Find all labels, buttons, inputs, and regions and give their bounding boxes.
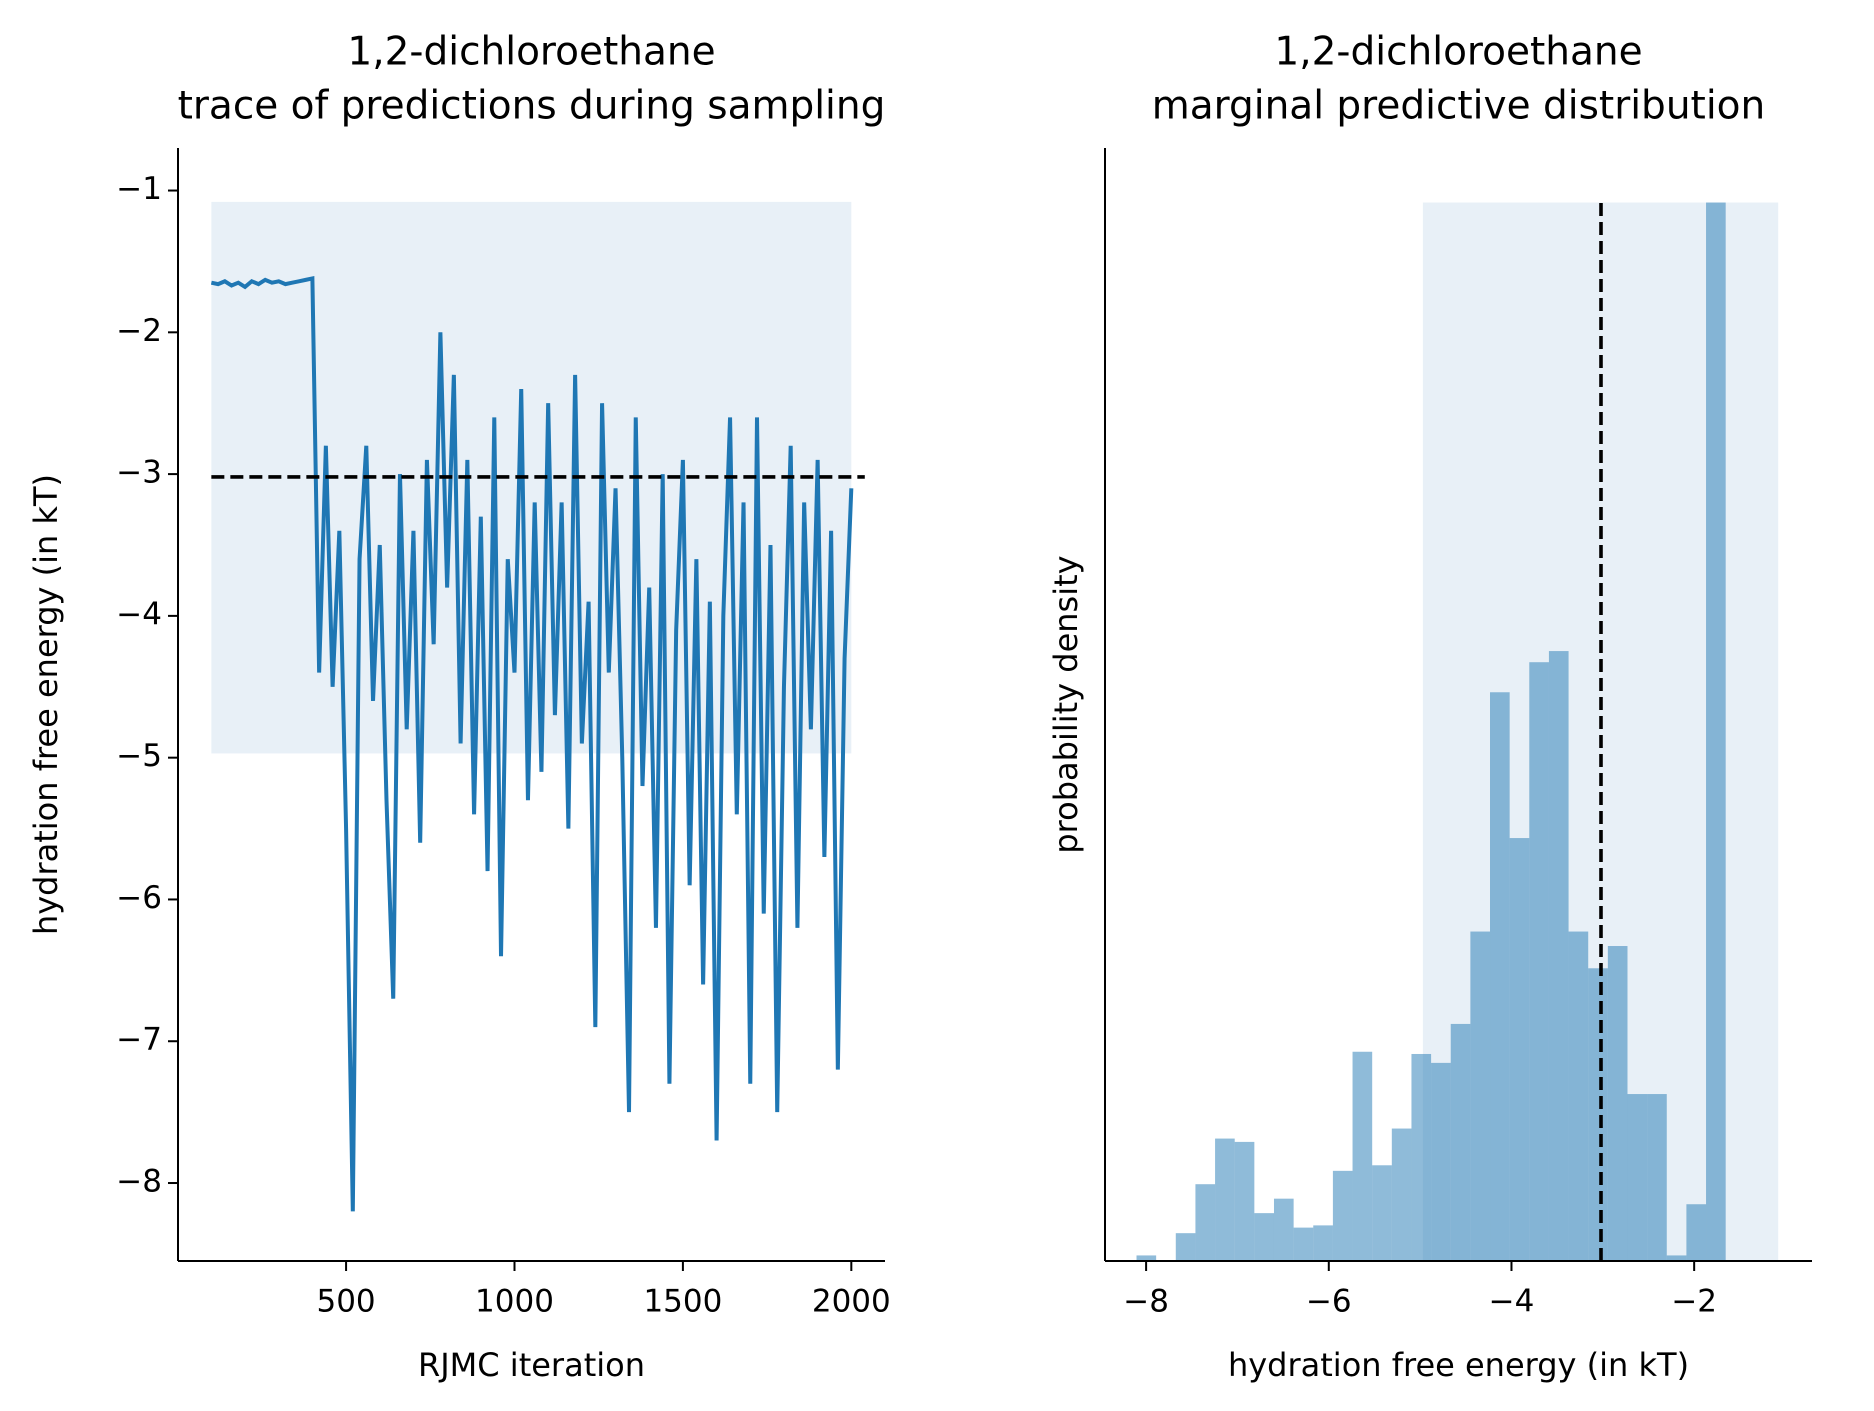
- histogram-bar: [1647, 1094, 1667, 1261]
- histogram-bar: [1352, 1051, 1373, 1261]
- y-tick-label: −4: [116, 596, 162, 632]
- y-tick-label: −8: [116, 1164, 162, 1200]
- histogram-bar: [1195, 1184, 1216, 1261]
- x-tick-label: −6: [1306, 1284, 1352, 1320]
- histogram-bar: [1706, 202, 1726, 1262]
- histogram-bar: [1313, 1225, 1333, 1261]
- chart-title: 1,2-dichloroethane: [1274, 30, 1642, 75]
- x-axis-label: hydration free energy (in kT): [1228, 1346, 1689, 1384]
- histogram-bar: [1234, 1141, 1255, 1261]
- histogram-bar: [1293, 1227, 1314, 1261]
- histogram-bar: [1136, 1255, 1157, 1261]
- histogram-bar: [1391, 1128, 1412, 1261]
- histogram-bar: [1470, 931, 1491, 1261]
- histogram-bar: [1666, 1255, 1687, 1261]
- histogram-bar: [1607, 946, 1628, 1261]
- histogram-bar: [1588, 968, 1608, 1261]
- y-tick-label: −5: [116, 738, 162, 774]
- histogram-bar: [1568, 931, 1589, 1261]
- y-tick-label: −2: [116, 313, 162, 349]
- histogram-bar: [1175, 1233, 1196, 1261]
- histogram-bar: [1431, 1062, 1451, 1261]
- histogram-bar: [1215, 1138, 1235, 1261]
- x-tick-label: 1000: [475, 1284, 554, 1320]
- x-tick-label: 1500: [643, 1284, 722, 1320]
- y-tick-label: −7: [116, 1022, 162, 1058]
- x-tick-label: 500: [316, 1284, 375, 1320]
- histogram-bar: [1450, 1023, 1471, 1261]
- histogram-bar: [1332, 1170, 1353, 1261]
- histogram-bar: [1411, 1053, 1432, 1261]
- x-axis-label: RJMC iteration: [418, 1346, 645, 1384]
- histogram-bar: [1529, 662, 1549, 1261]
- histogram-bar: [1254, 1213, 1274, 1261]
- y-axis-label: probability density: [1047, 555, 1085, 853]
- chart-title: 1,2-dichloroethane: [347, 30, 715, 75]
- trace-line: [210, 275, 854, 1212]
- histogram-bar: [1509, 838, 1530, 1261]
- y-tick-label: −6: [116, 880, 162, 916]
- x-tick-label: −2: [1671, 1284, 1717, 1320]
- y-tick-label: −1: [116, 171, 162, 207]
- y-axis-label: hydration free energy (in kT): [27, 474, 65, 935]
- x-tick-label: −4: [1489, 1284, 1535, 1320]
- histogram-bar: [1686, 1204, 1707, 1261]
- histogram-bar: [1548, 651, 1569, 1261]
- histogram-bar: [1490, 692, 1510, 1261]
- chart-subtitle: trace of predictions during sampling: [178, 84, 886, 129]
- histogram-bar: [1273, 1198, 1294, 1261]
- x-tick-label: 2000: [812, 1284, 891, 1320]
- y-tick-label: −3: [116, 455, 162, 491]
- histogram-bar: [1372, 1165, 1392, 1261]
- x-tick-label: −8: [1123, 1284, 1169, 1320]
- histogram-bar: [1627, 1094, 1648, 1261]
- chart-subtitle: marginal predictive distribution: [1152, 84, 1766, 129]
